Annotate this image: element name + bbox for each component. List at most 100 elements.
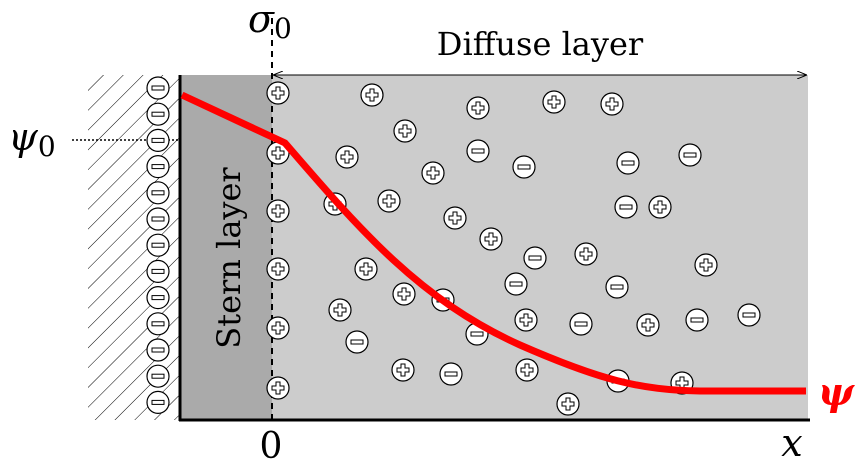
sigma-symbol: σ bbox=[248, 0, 275, 41]
anion bbox=[147, 391, 169, 413]
ion-circle bbox=[444, 207, 466, 229]
ion-circle bbox=[505, 273, 527, 295]
anion bbox=[147, 313, 169, 335]
anion bbox=[505, 273, 527, 295]
ion-circle bbox=[147, 260, 169, 282]
ion-circle bbox=[147, 129, 169, 151]
cation bbox=[637, 314, 659, 336]
anion bbox=[147, 260, 169, 282]
anion bbox=[467, 140, 489, 162]
cation bbox=[267, 82, 289, 104]
anion bbox=[679, 144, 701, 166]
ion-circle bbox=[147, 103, 169, 125]
anion bbox=[617, 152, 639, 174]
anion bbox=[738, 304, 760, 326]
anion bbox=[615, 196, 637, 218]
ion-circle bbox=[267, 82, 289, 104]
anion bbox=[524, 247, 546, 269]
ion-circle bbox=[147, 339, 169, 361]
cation bbox=[467, 97, 489, 119]
anion bbox=[147, 103, 169, 125]
cation bbox=[695, 254, 717, 276]
ion-circle bbox=[147, 391, 169, 413]
ion-circle bbox=[615, 196, 637, 218]
anion bbox=[147, 365, 169, 387]
ion-circle bbox=[738, 304, 760, 326]
sigma-label: σ0 bbox=[248, 0, 292, 45]
cation bbox=[361, 84, 383, 106]
ion-circle bbox=[601, 93, 623, 115]
ion-circle bbox=[147, 234, 169, 256]
ion-circle bbox=[394, 120, 416, 142]
anion bbox=[513, 156, 535, 178]
ion-circle bbox=[336, 146, 358, 168]
ion-circle bbox=[422, 162, 444, 184]
ion-circle bbox=[267, 258, 289, 280]
ion-circle bbox=[147, 182, 169, 204]
anion bbox=[147, 234, 169, 256]
ion-circle bbox=[378, 190, 400, 212]
cation bbox=[515, 309, 537, 331]
stern-label: Stern layer bbox=[210, 167, 248, 349]
cation bbox=[378, 190, 400, 212]
ion-circle bbox=[617, 152, 639, 174]
ion-circle bbox=[393, 283, 415, 305]
cation bbox=[355, 258, 377, 280]
anion bbox=[147, 77, 169, 99]
ion-circle bbox=[649, 196, 671, 218]
ion-circle bbox=[329, 299, 351, 321]
cation bbox=[393, 283, 415, 305]
ion-circle bbox=[557, 393, 579, 415]
diffuse-label: Diffuse layer bbox=[437, 25, 644, 63]
anion bbox=[570, 313, 592, 335]
ion-circle bbox=[513, 156, 535, 178]
ion-circle bbox=[524, 247, 546, 269]
ion-circle bbox=[679, 144, 701, 166]
diagram: σ0 Diffuse layer ψ0 Stern layer 0 x ψ bbox=[0, 0, 855, 466]
cation bbox=[557, 393, 579, 415]
cation bbox=[392, 359, 414, 381]
ion-circle bbox=[467, 97, 489, 119]
psi0-subscript: 0 bbox=[38, 130, 56, 163]
ion-circle bbox=[147, 365, 169, 387]
ion-circle bbox=[543, 91, 565, 113]
cation bbox=[394, 120, 416, 142]
cation bbox=[444, 207, 466, 229]
psi-label: ψ bbox=[818, 369, 855, 414]
anion bbox=[147, 287, 169, 309]
cation bbox=[543, 91, 565, 113]
ion-circle bbox=[392, 359, 414, 381]
cation bbox=[267, 258, 289, 280]
ion-circle bbox=[575, 243, 597, 265]
psi0-label: ψ0 bbox=[8, 115, 56, 163]
ion-circle bbox=[267, 377, 289, 399]
cation bbox=[649, 196, 671, 218]
ion-circle bbox=[267, 200, 289, 222]
anion bbox=[147, 156, 169, 178]
cation bbox=[575, 243, 597, 265]
cation bbox=[329, 299, 351, 321]
ion-circle bbox=[147, 77, 169, 99]
ion-circle bbox=[346, 331, 368, 353]
cation bbox=[480, 228, 502, 250]
cation bbox=[267, 317, 289, 339]
ion-circle bbox=[637, 314, 659, 336]
ion-circle bbox=[606, 276, 628, 298]
ion-circle bbox=[361, 84, 383, 106]
ion-circle bbox=[147, 313, 169, 335]
anion bbox=[147, 339, 169, 361]
sigma-subscript: 0 bbox=[274, 12, 292, 45]
ion-circle bbox=[515, 309, 537, 331]
cation bbox=[601, 93, 623, 115]
origin-label: 0 bbox=[260, 426, 283, 466]
anion bbox=[606, 276, 628, 298]
cation bbox=[336, 146, 358, 168]
ion-circle bbox=[147, 208, 169, 230]
ion-circle bbox=[480, 228, 502, 250]
ion-circle bbox=[440, 363, 462, 385]
ion-circle bbox=[570, 313, 592, 335]
ion-circle bbox=[147, 156, 169, 178]
cation bbox=[267, 377, 289, 399]
ion-circle bbox=[467, 140, 489, 162]
ion-circle bbox=[147, 287, 169, 309]
